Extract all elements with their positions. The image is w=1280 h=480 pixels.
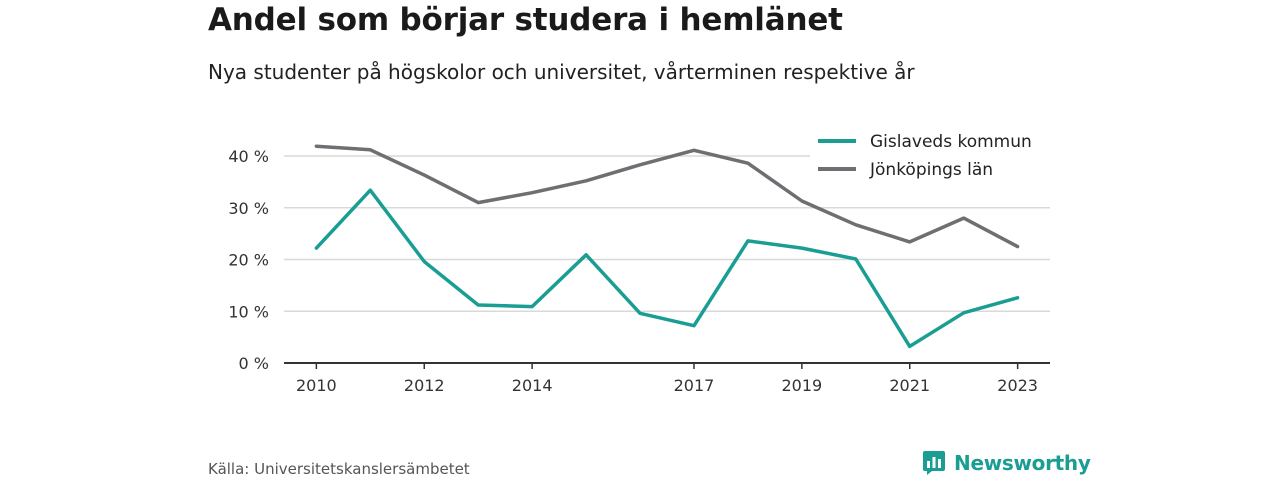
brand-logo[interactable]: Newsworthy xyxy=(922,450,1091,476)
y-tick-label: 40 % xyxy=(228,147,269,166)
y-tick-label: 0 % xyxy=(239,354,269,373)
x-tick-label: 2017 xyxy=(674,376,715,395)
chart-subtitle: Nya studenter på högskolor och universit… xyxy=(208,60,915,84)
y-tick-label: 10 % xyxy=(228,302,269,321)
x-tick-label: 2021 xyxy=(889,376,930,395)
y-tick-label: 20 % xyxy=(228,251,269,270)
brand-name: Newsworthy xyxy=(954,451,1091,475)
series-line xyxy=(314,188,1020,349)
legend-label: Jönköpings län xyxy=(869,160,993,180)
legend-background xyxy=(810,126,1052,184)
x-tick-label: 2012 xyxy=(404,376,445,395)
x-tick-label: 2014 xyxy=(512,376,553,395)
legend-label: Gislaveds kommun xyxy=(870,132,1032,152)
x-tick-label: 2010 xyxy=(296,376,337,395)
x-tick-label: 2019 xyxy=(781,376,822,395)
series-line xyxy=(314,144,1020,249)
bar-chart-logo-icon xyxy=(923,451,945,475)
chart-title: Andel som börjar studera i hemlänet xyxy=(208,2,843,38)
y-tick-label: 30 % xyxy=(228,199,269,218)
line-chart: 0 % 10 % 20 % 30 % 40 % 2010 2012 2014 2017 2019 2… xyxy=(228,126,1052,395)
source-note: Källa: Universitetskanslersämbetet xyxy=(208,460,470,478)
x-tick-label: 2023 xyxy=(997,376,1038,395)
